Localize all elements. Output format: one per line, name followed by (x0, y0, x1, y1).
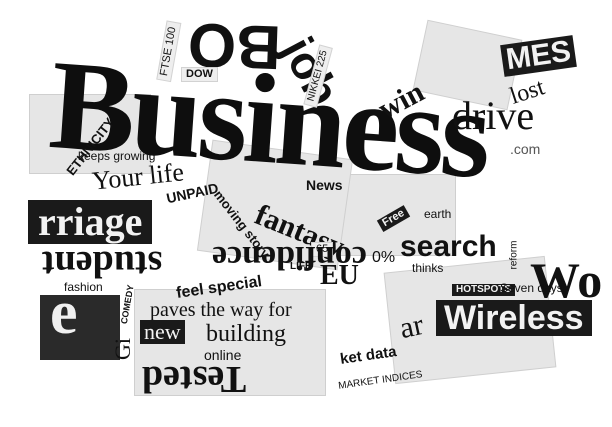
paper-scrap-dark (40, 295, 120, 360)
word-hotspots: HOTSPOTS (452, 284, 516, 296)
word-e-letter: e (50, 279, 78, 347)
word-percent: 0% (372, 249, 396, 266)
word-earth: earth (424, 207, 452, 221)
word-market-indices: MARKET INDICES (337, 369, 424, 392)
word-search: search (400, 230, 497, 263)
word-building: building (206, 321, 287, 347)
word-reform: reform (508, 240, 520, 270)
word-gi: Gi (110, 338, 135, 360)
word-life: LIFE (290, 261, 312, 272)
word-seven-days: Seven days (500, 281, 563, 295)
word-comedy: COMEDY (118, 284, 136, 325)
paper-scrap (30, 95, 150, 173)
word-arriage: rriage (28, 200, 153, 244)
word-com: .com (510, 141, 541, 157)
word-wireless: Wireless (436, 300, 592, 336)
word-drive: drive (452, 93, 535, 138)
word-tested: Tested (142, 358, 247, 400)
word-fashion: fashion (64, 280, 103, 294)
word-eu: EU (320, 260, 359, 291)
word-online: online (204, 347, 242, 363)
word-wo: Wo (530, 252, 603, 308)
word-news: News (306, 177, 343, 193)
word-keeps-growing: keeps growing (78, 149, 156, 163)
word-ket-data: ket data (339, 343, 398, 368)
word-65: 65 (312, 243, 333, 256)
word-dow: DOW (182, 68, 217, 81)
word-paves: paves the way for (150, 299, 292, 321)
word-student: student (42, 243, 163, 285)
word-thinks: thinks (412, 261, 444, 275)
word-new: new (140, 320, 185, 344)
word-confidence: confidence (212, 239, 367, 276)
